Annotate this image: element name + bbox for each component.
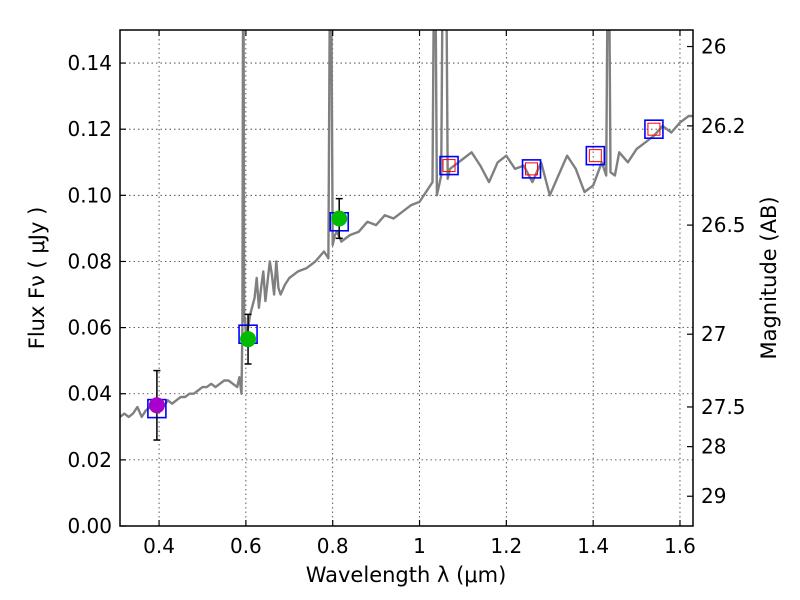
right-tick-label: 27.5 bbox=[701, 395, 746, 419]
spectrum-line bbox=[120, 30, 693, 419]
y-tick-label: 0.00 bbox=[67, 514, 112, 538]
observed-point bbox=[148, 397, 165, 414]
x-tick-label: 1.2 bbox=[490, 534, 522, 558]
right-tick-label: 26.5 bbox=[701, 213, 746, 237]
y-tick-label: 0.06 bbox=[67, 316, 112, 340]
right-tick-label: 29 bbox=[701, 484, 726, 508]
model-photometry-marker bbox=[439, 155, 459, 176]
filter-point-marker bbox=[442, 159, 456, 173]
y-tick-label: 0.04 bbox=[67, 382, 112, 406]
axis-ticks: 0.4 0.6 0.8 1 1.2 1.4 1.6 0.00 0.02 0.04 0.06 0.08 0… bbox=[67, 30, 746, 558]
filter-point-marker bbox=[525, 162, 539, 176]
right-axis-title: Magnitude (AB) bbox=[757, 196, 781, 359]
plot-frame bbox=[119, 29, 694, 527]
model-photometry-marker bbox=[585, 145, 606, 166]
y-tick-label: 0.14 bbox=[67, 51, 112, 75]
filter-point-marker bbox=[647, 122, 661, 136]
grid-lines bbox=[120, 30, 693, 527]
x-tick-label: 1.6 bbox=[664, 534, 696, 558]
x-tick-label: 0.6 bbox=[230, 534, 262, 558]
x-tick-label: 1 bbox=[413, 534, 426, 558]
data-layer bbox=[120, 30, 693, 441]
observed-point bbox=[331, 210, 348, 227]
right-tick-label: 28 bbox=[701, 435, 726, 459]
filter-point-marker bbox=[588, 149, 602, 163]
x-tick-label: 1.4 bbox=[577, 534, 609, 558]
y-tick-label: 0.12 bbox=[67, 117, 112, 141]
y-tick-label: 0.08 bbox=[67, 249, 112, 273]
observed-point bbox=[240, 331, 257, 348]
right-tick-label: 26.2 bbox=[701, 114, 746, 138]
x-tick-label: 0.4 bbox=[143, 534, 175, 558]
x-axis-title: Wavelength λ (μm) bbox=[306, 563, 507, 587]
x-tick-label: 0.8 bbox=[317, 534, 349, 558]
model-photometry-marker bbox=[521, 159, 542, 179]
right-tick-label: 27 bbox=[701, 322, 726, 346]
y-tick-label: 0.10 bbox=[67, 183, 112, 207]
y-tick-label: 0.02 bbox=[67, 448, 112, 472]
right-tick-label: 26 bbox=[701, 35, 726, 59]
y-axis-title: Flux Fν ( μJy ) bbox=[25, 207, 49, 350]
model-photometry-marker bbox=[644, 119, 664, 139]
